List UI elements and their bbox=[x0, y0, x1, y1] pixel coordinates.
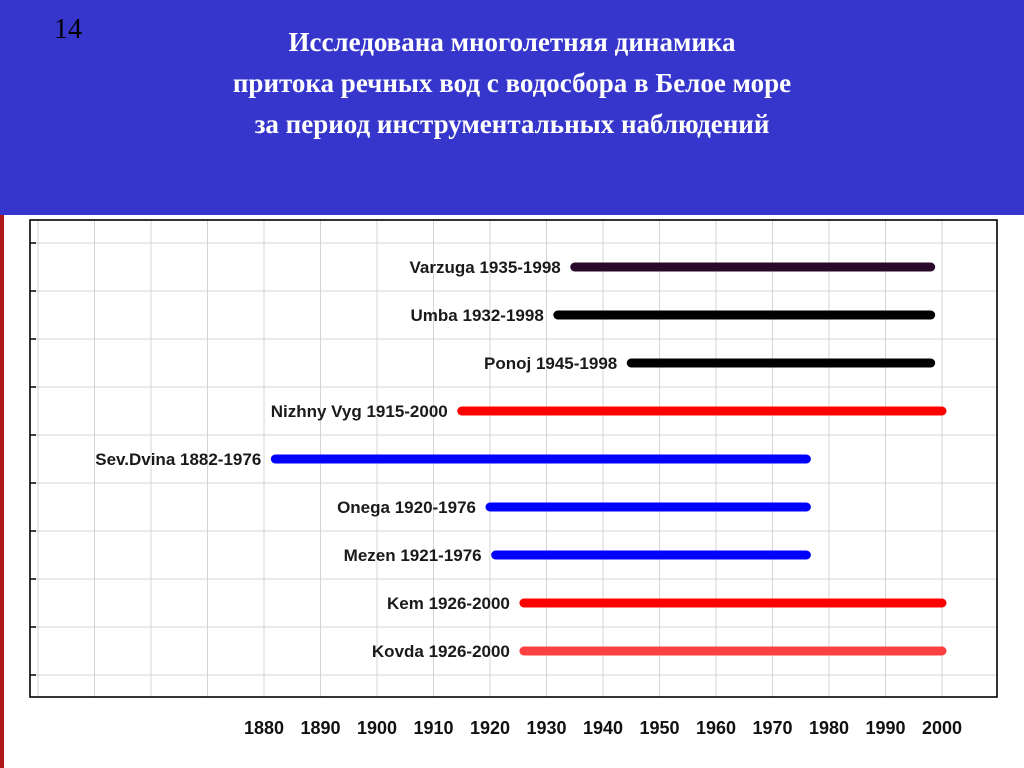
x-tick-label: 1910 bbox=[413, 718, 453, 738]
x-tick-label: 1930 bbox=[526, 718, 566, 738]
bar-label: Mezen 1921-1976 bbox=[344, 546, 482, 565]
slide-number: 14 bbox=[54, 14, 82, 45]
x-tick-label: 1970 bbox=[752, 718, 792, 738]
left-accent-strip bbox=[0, 215, 4, 768]
x-tick-label: 1980 bbox=[809, 718, 849, 738]
bar-label: Onega 1920-1976 bbox=[337, 498, 476, 517]
range-chart: Varzuga 1935-1998 Umba 1932-1998 Ponoj 194… bbox=[29, 219, 998, 738]
x-tick-label: 1880 bbox=[244, 718, 284, 738]
x-tick-label: 1920 bbox=[470, 718, 510, 738]
x-tick-label: 1900 bbox=[357, 718, 397, 738]
title-banner bbox=[0, 0, 1024, 215]
slide-title: Исследована многолетняя динамика притока… bbox=[0, 22, 1024, 145]
bar-label: Varzuga 1935-1998 bbox=[410, 258, 561, 277]
bar-label: Kovda 1926-2000 bbox=[372, 642, 510, 661]
bar-label: Nizhny Vyg 1915-2000 bbox=[271, 402, 448, 421]
x-tick-label: 1940 bbox=[583, 718, 623, 738]
x-tick-label: 2000 bbox=[922, 718, 962, 738]
bar-label: Umba 1932-1998 bbox=[411, 306, 544, 325]
x-tick-label: 1950 bbox=[639, 718, 679, 738]
x-tick-label: 1890 bbox=[300, 718, 340, 738]
title-line-2: притока речных вод с водосбора в Белое м… bbox=[232, 68, 792, 98]
x-tick-label: 1960 bbox=[696, 718, 736, 738]
chart-area: Varzuga 1935-1998 Umba 1932-1998 Ponoj 194… bbox=[0, 215, 1024, 768]
bar-label: Ponoj 1945-1998 bbox=[484, 354, 617, 373]
title-line-1: Исследована многолетняя динамика bbox=[288, 27, 736, 57]
plot-frame bbox=[29, 219, 998, 698]
title-line-3: за период инструментальных наблюдений bbox=[254, 109, 770, 139]
x-tick-label: 1990 bbox=[865, 718, 905, 738]
bar-label: Kem 1926-2000 bbox=[387, 594, 510, 613]
bar-label: Sev.Dvina 1882-1976 bbox=[95, 450, 261, 469]
